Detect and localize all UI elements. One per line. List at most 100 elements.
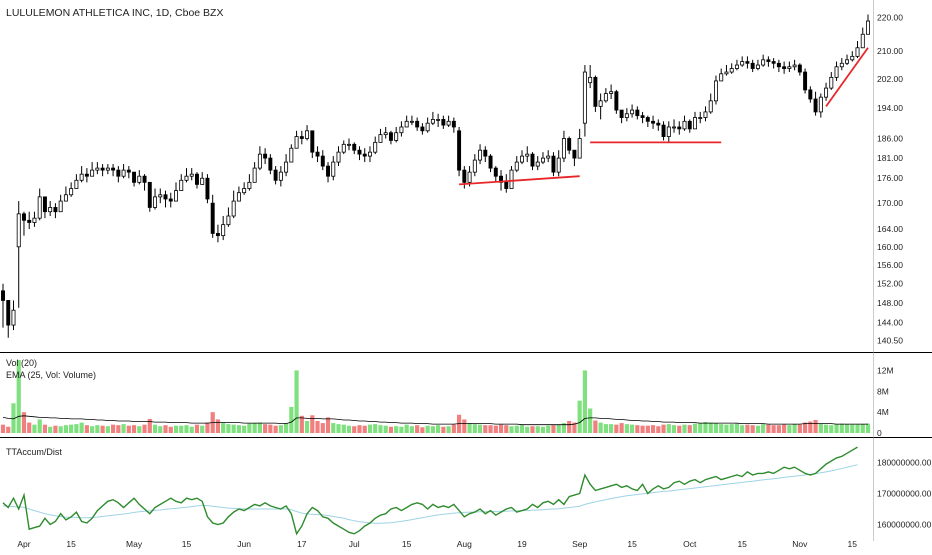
volume-bar [163,425,168,433]
candle-body [226,215,231,226]
volume-bar [719,424,724,433]
candle-body [331,161,336,177]
candle-body [640,115,645,118]
candle-body [247,181,252,189]
candle-body [53,207,58,213]
volume-bar [535,426,540,433]
volume-bar [74,424,79,433]
candle-body [404,120,409,128]
volume-bar [105,426,110,433]
candle-body [834,66,839,78]
volume-bar [336,424,341,433]
volume-bar [687,425,692,433]
volume-bar [388,426,394,433]
candle-body [661,124,666,137]
candle-body [257,153,262,169]
candle-body [467,171,472,183]
candle-body [205,177,210,200]
candle-body [326,165,331,177]
candle-body [866,20,870,35]
candle-body [111,167,116,171]
candle-body [273,169,278,181]
volume-bar [152,424,158,433]
candle-body [824,87,829,98]
candle-body [315,151,320,157]
candle-body [509,169,514,189]
candle-body [755,64,760,69]
volume-bar [451,424,456,433]
volume-bar [729,424,734,433]
volume-bar [677,425,682,433]
candle-body [472,159,477,173]
accum-legend: TTAccum/Dist [6,447,62,457]
volume-bar [263,424,268,433]
candle-body [672,126,677,129]
volume-bar [682,424,687,433]
volume-bar [116,425,121,433]
volume-bar [425,425,430,433]
candle-body [352,143,357,151]
volume-bar [236,425,242,433]
volume-bar [147,418,152,433]
volume-bar [839,423,844,433]
trend-line [459,175,580,186]
candle-body [6,300,11,326]
volume-bar [603,424,608,433]
volume-bar [310,415,315,433]
volume-bar [504,425,509,433]
candle-body [687,120,692,130]
volume-bar [713,423,719,433]
x-axis-label: 15 [66,539,76,549]
volume-bar [158,426,163,433]
candle-body [174,190,178,202]
volume-bar [415,425,420,433]
x-axis-label: 15 [402,539,412,549]
volume-bar [567,421,572,433]
volume-bar [215,419,221,433]
volume-bar [325,417,331,433]
candle-body [818,96,823,113]
volume-bar [740,425,745,433]
price-axis-label: 194.00 [877,103,903,113]
volume-bar [640,425,645,433]
candle-body [651,120,656,124]
candle-body [436,119,441,121]
candle-body [336,151,341,163]
candle-body [766,59,771,62]
candle-body [750,62,755,69]
volume-bar [525,426,530,433]
x-axis-label: 15 [848,539,858,549]
price-axis-label: 152.00 [877,279,903,289]
volume-bar [252,423,257,433]
candle-body [446,120,451,126]
volume-pane[interactable] [0,360,871,433]
candle-body [530,153,535,167]
volume-bar [430,426,435,433]
volume-bar [792,424,797,433]
candle-body [635,109,640,117]
volume-bar [855,424,860,433]
volume-bar [446,426,451,433]
volume-bar [11,403,16,433]
volume-bar [278,425,283,433]
candle-body [845,59,850,64]
accum-dist-pane[interactable] [2,446,858,536]
volume-bar [0,424,6,433]
volume-axis-label: 12M [877,365,894,375]
price-pane[interactable] [1,14,870,338]
volume-bar [48,426,53,433]
candle-body [63,194,68,202]
accum-line [2,446,858,536]
candle-body [121,169,126,177]
volume-bar [829,425,834,433]
candle-body [153,196,158,208]
volume-bar [776,425,781,433]
candle-body [168,198,173,202]
volume-bar [477,424,483,433]
volume-bar [404,424,409,433]
volume-bar [708,422,713,433]
candle-body [341,143,346,153]
candle-body [713,80,718,102]
